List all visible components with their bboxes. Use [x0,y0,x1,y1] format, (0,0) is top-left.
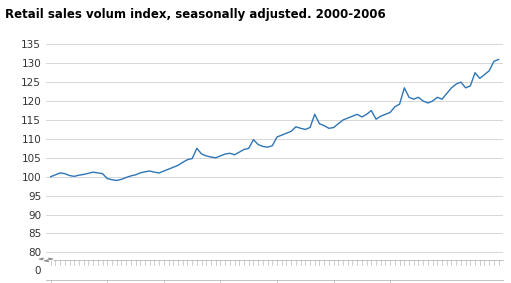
Text: Retail sales volum index, seasonally adjusted. 2000-2006: Retail sales volum index, seasonally adj… [5,8,386,22]
